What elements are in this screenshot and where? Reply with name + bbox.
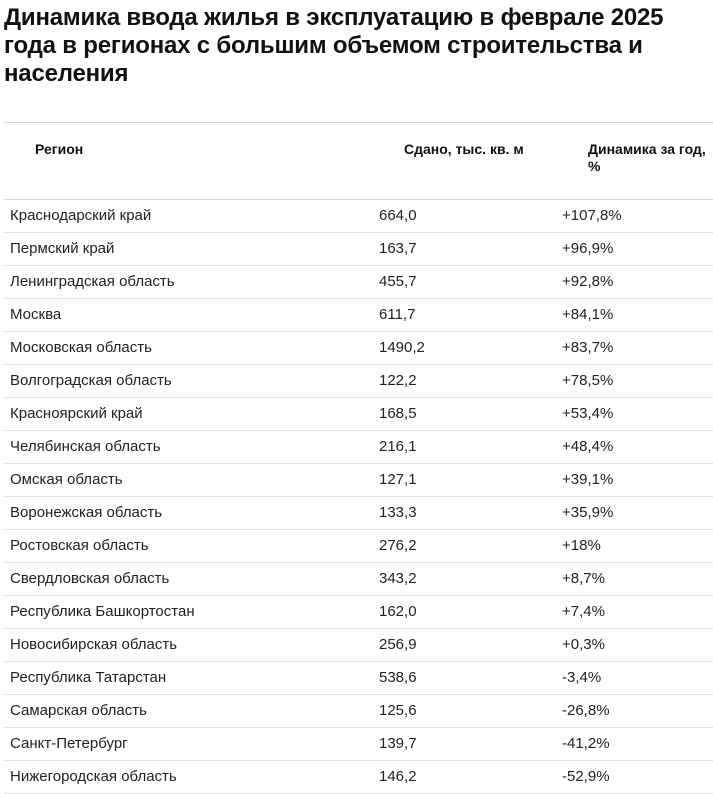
cell-dynamics: +35,9% bbox=[562, 504, 614, 521]
cell-area: 216,1 bbox=[379, 438, 417, 455]
cell-area: 343,2 bbox=[379, 570, 417, 587]
cell-area: 276,2 bbox=[379, 537, 417, 554]
page-title: Динамика ввода жилья в эксплуатацию в фе… bbox=[4, 4, 664, 87]
cell-area: 125,6 bbox=[379, 702, 417, 719]
cell-dynamics: -3,4% bbox=[562, 669, 602, 686]
cell-region: Волгоградская область bbox=[10, 372, 172, 389]
cell-area: 139,7 bbox=[379, 735, 417, 752]
column-header-region: Регион bbox=[35, 141, 84, 157]
table-row: Московская область 1490,2 +83,7% bbox=[4, 332, 713, 365]
cell-region: Республика Башкортостан bbox=[10, 603, 195, 620]
cell-dynamics: -41,2% bbox=[562, 735, 610, 752]
cell-region: Санкт-Петербург bbox=[10, 735, 128, 752]
column-header-dynamics: Динамика за год, % bbox=[588, 141, 706, 174]
cell-area: 1490,2 bbox=[379, 339, 425, 356]
cell-area: 168,5 bbox=[379, 405, 417, 422]
cell-region: Самарская область bbox=[10, 702, 147, 719]
cell-area: 162,0 bbox=[379, 603, 417, 620]
cell-dynamics: +92,8% bbox=[562, 273, 614, 290]
cell-area: 163,7 bbox=[379, 240, 417, 257]
cell-region: Воронежская область bbox=[10, 504, 163, 521]
cell-area: 256,9 bbox=[379, 636, 417, 653]
table-row: Челябинская область 216,1 +48,4% bbox=[4, 431, 713, 464]
table-row: Краснодарский край 664,0 +107,8% bbox=[4, 200, 713, 233]
cell-region: Краснодарский край bbox=[10, 207, 152, 224]
cell-region: Челябинская область bbox=[10, 438, 161, 455]
cell-dynamics: +7,4% bbox=[562, 603, 605, 620]
cell-area: 611,7 bbox=[379, 306, 416, 323]
cell-dynamics: +48,4% bbox=[562, 438, 614, 455]
cell-area: 664,0 bbox=[379, 207, 417, 224]
data-table: Регион Сдано, тыс. кв. м Динамика за год… bbox=[4, 122, 713, 794]
table-row: Омская область 127,1 +39,1% bbox=[4, 464, 713, 497]
table-row: Санкт-Петербург 139,7 -41,2% bbox=[4, 728, 713, 761]
table-row: Ленинградская область 455,7 +92,8% bbox=[4, 266, 713, 299]
cell-region: Москва bbox=[10, 306, 62, 323]
cell-region: Омская область bbox=[10, 471, 123, 488]
table-row: Воронежская область 133,3 +35,9% bbox=[4, 497, 713, 530]
cell-area: 455,7 bbox=[379, 273, 417, 290]
table-row: Красноярский край 168,5 +53,4% bbox=[4, 398, 713, 431]
table-row: Волгоградская область 122,2 +78,5% bbox=[4, 365, 713, 398]
cell-region: Ростовская область bbox=[10, 537, 149, 554]
cell-region: Красноярский край bbox=[10, 405, 143, 422]
table-row: Республика Татарстан 538,6 -3,4% bbox=[4, 662, 713, 695]
cell-region: Новосибирская область bbox=[10, 636, 178, 653]
cell-region: Пермский край bbox=[10, 240, 115, 257]
cell-region: Нижегородская область bbox=[10, 768, 177, 785]
table-row: Республика Башкортостан 162,0 +7,4% bbox=[4, 596, 713, 629]
column-header-area: Сдано, тыс. кв. м bbox=[404, 141, 524, 157]
cell-area: 127,1 bbox=[379, 471, 417, 488]
cell-dynamics: +39,1% bbox=[562, 471, 614, 488]
cell-region: Московская область bbox=[10, 339, 152, 356]
table-body: Краснодарский край 664,0 +107,8% Пермский к… bbox=[4, 200, 713, 794]
cell-area: 538,6 bbox=[379, 669, 417, 686]
cell-area: 133,3 bbox=[379, 504, 417, 521]
cell-area: 146,2 bbox=[379, 768, 417, 785]
cell-dynamics: +53,4% bbox=[562, 405, 614, 422]
cell-dynamics: +96,9% bbox=[562, 240, 614, 257]
cell-dynamics: +8,7% bbox=[562, 570, 605, 587]
table-row: Ростовская область 276,2 +18% bbox=[4, 530, 713, 563]
cell-region: Свердловская область bbox=[10, 570, 170, 587]
cell-region: Ленинградская область bbox=[10, 273, 175, 290]
cell-area: 122,2 bbox=[379, 372, 417, 389]
cell-dynamics: +78,5% bbox=[562, 372, 614, 389]
table-row: Нижегородская область 146,2 -52,9% bbox=[4, 761, 713, 794]
table-row: Свердловская область 343,2 +8,7% bbox=[4, 563, 713, 596]
cell-dynamics: -52,9% bbox=[562, 768, 610, 785]
table-header: Регион Сдано, тыс. кв. м Динамика за год… bbox=[4, 123, 713, 200]
cell-dynamics: +107,8% bbox=[562, 207, 622, 224]
table-row: Новосибирская область 256,9 +0,3% bbox=[4, 629, 713, 662]
cell-dynamics: +83,7% bbox=[562, 339, 614, 356]
cell-dynamics: +84,1% bbox=[562, 306, 614, 323]
cell-dynamics: +18% bbox=[562, 537, 601, 554]
cell-dynamics: -26,8% bbox=[562, 702, 610, 719]
table-row: Москва 611,7 +84,1% bbox=[4, 299, 713, 332]
table-row: Пермский край 163,7 +96,9% bbox=[4, 233, 713, 266]
table-row: Самарская область 125,6 -26,8% bbox=[4, 695, 713, 728]
cell-dynamics: +0,3% bbox=[562, 636, 605, 653]
cell-region: Республика Татарстан bbox=[10, 669, 167, 686]
